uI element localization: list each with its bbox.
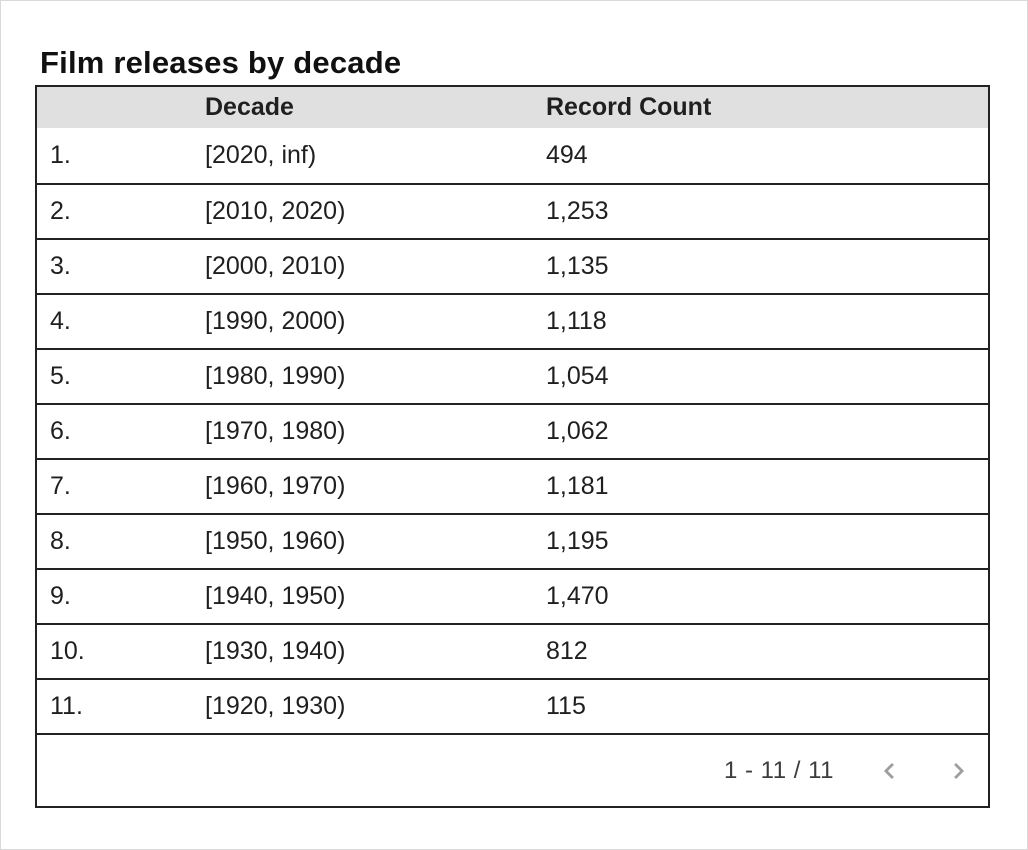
row-decade: [1960, 1970) [205,472,346,500]
row-decade: [1930, 1940) [205,637,346,665]
table-row: 5. [1980, 1990) 1,054 [37,348,988,403]
row-count: 812 [546,637,588,665]
table-row: 9. [1940, 1950) 1,470 [37,568,988,623]
row-decade: [1950, 1960) [205,527,346,555]
row-number: 11. [50,692,83,720]
previous-page-button[interactable] [876,757,904,785]
row-number: 10. [50,637,85,665]
table-row: 11. [1920, 1930) 115 [37,678,988,733]
row-count: 1,062 [546,417,609,445]
row-count: 1,470 [546,582,609,610]
pagination-range-label: 1 - 11 / 11 [723,756,834,784]
row-number: 5. [50,362,71,390]
page-title: Film releases by decade [40,44,402,80]
row-decade: [2000, 2010) [205,252,346,280]
table-footer: 1 - 11 / 11 [37,733,988,806]
row-count: 494 [546,141,588,169]
row-decade: [1970, 1980) [205,417,346,445]
row-number: 9. [50,582,71,610]
row-decade: [1980, 1990) [205,362,346,390]
table-header-row: Decade Record Count [37,87,988,128]
row-decade: [1990, 2000) [205,307,346,335]
table-row: 10. [1930, 1940) 812 [37,623,988,678]
row-count: 1,195 [546,527,609,555]
row-count: 1,054 [546,362,609,390]
next-page-button[interactable] [944,757,972,785]
row-count: 1,135 [546,252,609,280]
table-row: 8. [1950, 1960) 1,195 [37,513,988,568]
row-number: 1. [50,141,71,169]
table-row: 2. [2010, 2020) 1,253 [37,183,988,238]
row-number: 7. [50,472,71,500]
table-row: 1. [2020, inf) 494 [37,128,988,183]
film-releases-table: Decade Record Count 1. [2020, inf) 494 2… [35,85,990,808]
chevron-right-icon [944,757,972,785]
chevron-left-icon [876,757,904,785]
row-count: 115 [546,692,586,720]
row-decade: [2010, 2020) [205,197,346,225]
row-number: 6. [50,417,71,445]
table-row: 7. [1960, 1970) 1,181 [37,458,988,513]
row-number: 8. [50,527,71,555]
row-decade: [1940, 1950) [205,582,346,610]
row-number: 2. [50,197,71,225]
record-count-column-header[interactable]: Record Count [546,93,712,121]
table-row: 6. [1970, 1980) 1,062 [37,403,988,458]
decade-column-header[interactable]: Decade [205,93,294,121]
row-count: 1,181 [546,472,609,500]
row-number: 4. [50,307,71,335]
row-decade: [2020, inf) [205,141,317,169]
row-number: 3. [50,252,71,280]
table-row: 4. [1990, 2000) 1,118 [37,293,988,348]
row-count: 1,253 [546,197,609,225]
table-body: 1. [2020, inf) 494 2. [2010, 2020) 1,253… [37,128,988,733]
row-count: 1,118 [546,307,607,335]
row-decade: [1920, 1930) [205,692,346,720]
table-row: 3. [2000, 2010) 1,135 [37,238,988,293]
